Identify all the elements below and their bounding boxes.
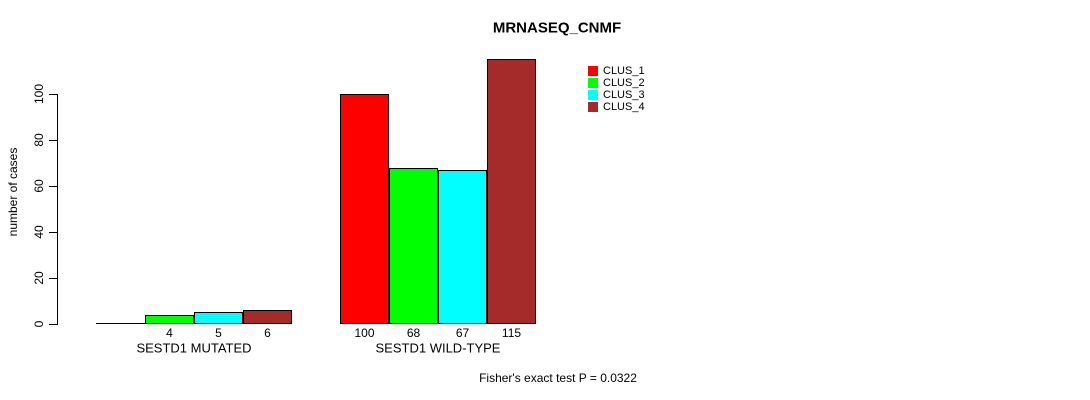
legend-swatch-clus_2 <box>588 78 598 88</box>
y-tick-label: 80 <box>32 133 46 147</box>
chart-title: MRNASEQ_CNMF <box>492 19 622 37</box>
y-tick-label: 100 <box>32 83 46 105</box>
bar-value-label: 115 <box>501 326 522 340</box>
bar-clus_1-group1 <box>96 323 145 324</box>
group-label: SESTD1 MUTATED <box>136 340 252 356</box>
legend-item: CLUS_2 <box>588 77 645 89</box>
y-tick-label: 60 <box>32 179 46 193</box>
bar-clus_4-group2 <box>487 59 536 324</box>
bar-clus_3-group2 <box>438 170 487 324</box>
legend: CLUS_1 CLUS_2 CLUS_3 CLUS_4 <box>588 66 645 114</box>
legend-item: CLUS_1 <box>588 65 645 77</box>
y-tick-label: 40 <box>32 225 46 239</box>
bar-clus_4-group1 <box>243 310 292 324</box>
legend-label: CLUS_1 <box>603 65 645 77</box>
y-tick-mark <box>49 186 57 187</box>
bar-value-label: 6 <box>264 326 271 340</box>
fisher-test-annotation: Fisher's exact test P = 0.0322 <box>479 371 637 385</box>
y-axis-label: number of cases <box>6 147 20 237</box>
bar-value-label: 4 <box>166 326 173 340</box>
bar-clus_3-group1 <box>194 312 243 324</box>
y-tick-mark <box>49 278 57 279</box>
legend-swatch-clus_4 <box>588 102 598 112</box>
group-label: SESTD1 WILD-TYPE <box>375 340 501 356</box>
legend-label: CLUS_4 <box>603 101 645 113</box>
y-tick-label: 0 <box>32 320 46 328</box>
bar-value-label: 67 <box>455 326 470 340</box>
y-tick-mark <box>49 140 57 141</box>
y-tick-mark <box>49 324 57 325</box>
bar-clus_1-group2 <box>340 94 389 324</box>
legend-item: CLUS_4 <box>588 101 645 113</box>
legend-item: CLUS_3 <box>588 89 645 101</box>
legend-swatch-clus_3 <box>588 90 598 100</box>
bar-value-label: 5 <box>215 326 222 340</box>
y-tick-mark <box>49 232 57 233</box>
bar-value-label: 68 <box>406 326 421 340</box>
bar-value-label: 100 <box>354 326 375 340</box>
legend-label: CLUS_3 <box>603 89 645 101</box>
y-tick-mark <box>49 94 57 95</box>
legend-swatch-clus_1 <box>588 66 598 76</box>
y-tick-label: 20 <box>32 271 46 285</box>
legend-label: CLUS_2 <box>603 77 645 89</box>
bar-clus_2-group1 <box>145 315 194 324</box>
y-axis-line <box>57 94 58 325</box>
bar-clus_2-group2 <box>389 168 438 324</box>
